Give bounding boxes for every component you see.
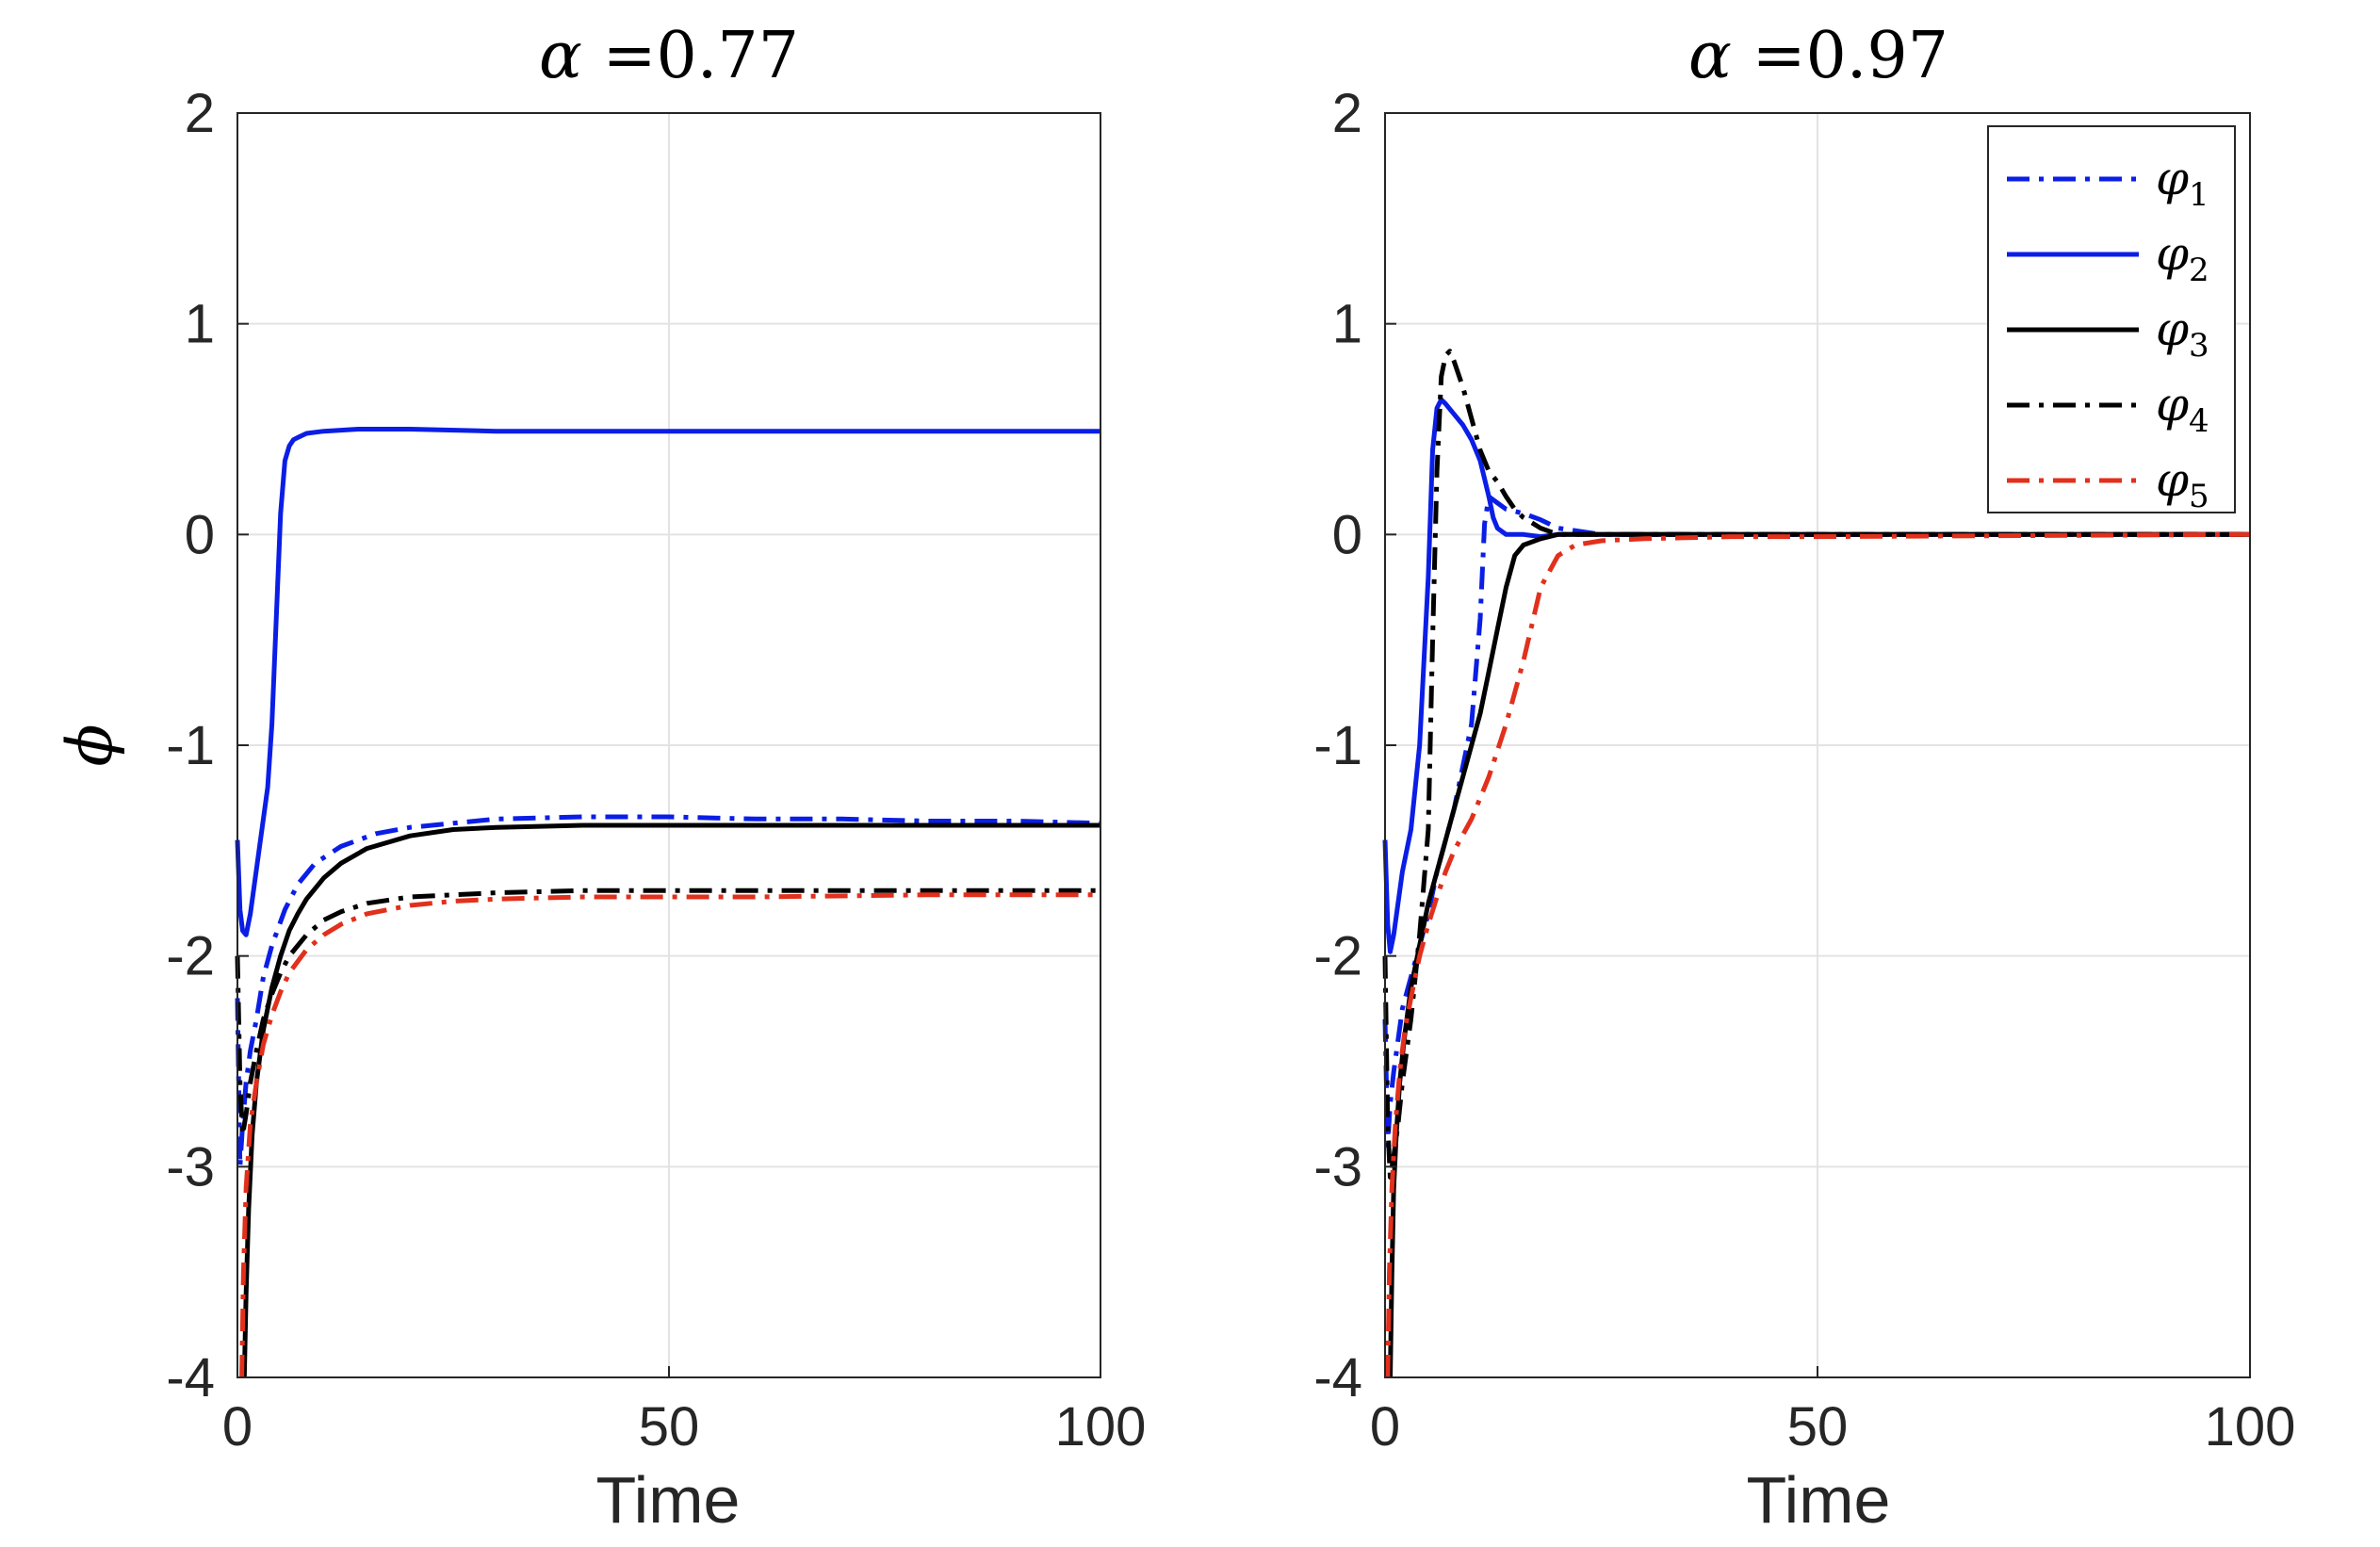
- panel-left-title-prefix: α =: [539, 19, 657, 93]
- series-line-phi3: [1388, 531, 2250, 1378]
- x-tick-label: 100: [2205, 1396, 2296, 1457]
- panel-left-title-value: 0.77: [657, 19, 799, 93]
- y-tick-label: -3: [1313, 1136, 1362, 1197]
- series-line-phi1: [1382, 494, 2250, 1148]
- series-line-phi5: [1385, 531, 2251, 1378]
- series-line-phi2: [1382, 397, 2250, 954]
- series-line-phi1: [235, 814, 1101, 1169]
- legend-label-phi5: φ5: [2156, 452, 2209, 515]
- x-tick-label: 100: [1055, 1396, 1147, 1457]
- y-tick-label: -4: [166, 1347, 215, 1409]
- y-tick-label: -4: [1313, 1347, 1362, 1409]
- y-tick-label: 2: [185, 83, 215, 144]
- panel-left-title: α =0.77: [539, 19, 799, 93]
- legend-label-phi4: φ4: [2156, 377, 2209, 440]
- y-tick-label: -1: [166, 715, 215, 776]
- x-tick-label: 50: [1787, 1396, 1849, 1457]
- panel-left-lines: [235, 427, 1101, 1378]
- panel-left-x-axis-label: Time: [596, 1463, 741, 1537]
- panel-left-y-ticks: -4 -3 -2 -1 0 1 2: [166, 83, 249, 1409]
- y-tick-label: 1: [1332, 294, 1362, 355]
- legend-label-phi2: φ2: [2156, 226, 2209, 289]
- y-tick-label: -1: [1313, 715, 1362, 776]
- panel-right-x-ticks: 0 50 100: [1370, 1366, 2296, 1457]
- panel-right-title-prefix: α =: [1688, 19, 1806, 93]
- panel-left-y-axis-label: ϕ: [54, 725, 126, 767]
- panel-left: 0 50 100 -4 -3 -2 -1 0 1 2 α =0.77 Time ϕ: [54, 19, 1146, 1537]
- legend-label-phi3: φ3: [2156, 301, 2209, 365]
- legend-box: [1987, 125, 2236, 513]
- legend-label-phi1: φ1: [2156, 151, 2209, 214]
- y-tick-label: 1: [185, 294, 215, 355]
- x-tick-label: 50: [639, 1396, 700, 1457]
- y-tick-label: -3: [166, 1136, 215, 1197]
- y-tick-label: -2: [166, 926, 215, 987]
- panel-right: 0 50 100 -4 -3 -2 -1 0 1 2 α =0.97 Time φ1 φ2 φ3 φ4…: [1313, 19, 2295, 1537]
- legend: φ1 φ2 φ3 φ4 φ5: [1987, 125, 2236, 515]
- y-tick-label: 2: [1332, 83, 1362, 144]
- panel-right-x-axis-label: Time: [1747, 1463, 1891, 1537]
- y-tick-label: -2: [1313, 926, 1362, 987]
- x-tick-label: 0: [1370, 1396, 1400, 1457]
- series-line-phi5: [239, 892, 1100, 1378]
- series-line-phi2: [235, 427, 1100, 937]
- panel-right-y-ticks: -4 -3 -2 -1 0 1 2: [1313, 83, 1396, 1409]
- y-tick-label: 0: [1332, 504, 1362, 565]
- y-tick-label: 0: [185, 504, 215, 565]
- series-line-phi4: [235, 887, 1100, 1138]
- panel-left-x-ticks: 0 50 100: [222, 1366, 1147, 1457]
- series-line-phi3: [241, 822, 1100, 1378]
- x-tick-label: 0: [222, 1396, 253, 1457]
- panel-right-title-value: 0.97: [1806, 19, 1948, 93]
- panel-right-lines: [1382, 349, 2251, 1378]
- series-line-phi4: [1382, 349, 2250, 1180]
- panel-right-title: α =0.97: [1688, 19, 1948, 93]
